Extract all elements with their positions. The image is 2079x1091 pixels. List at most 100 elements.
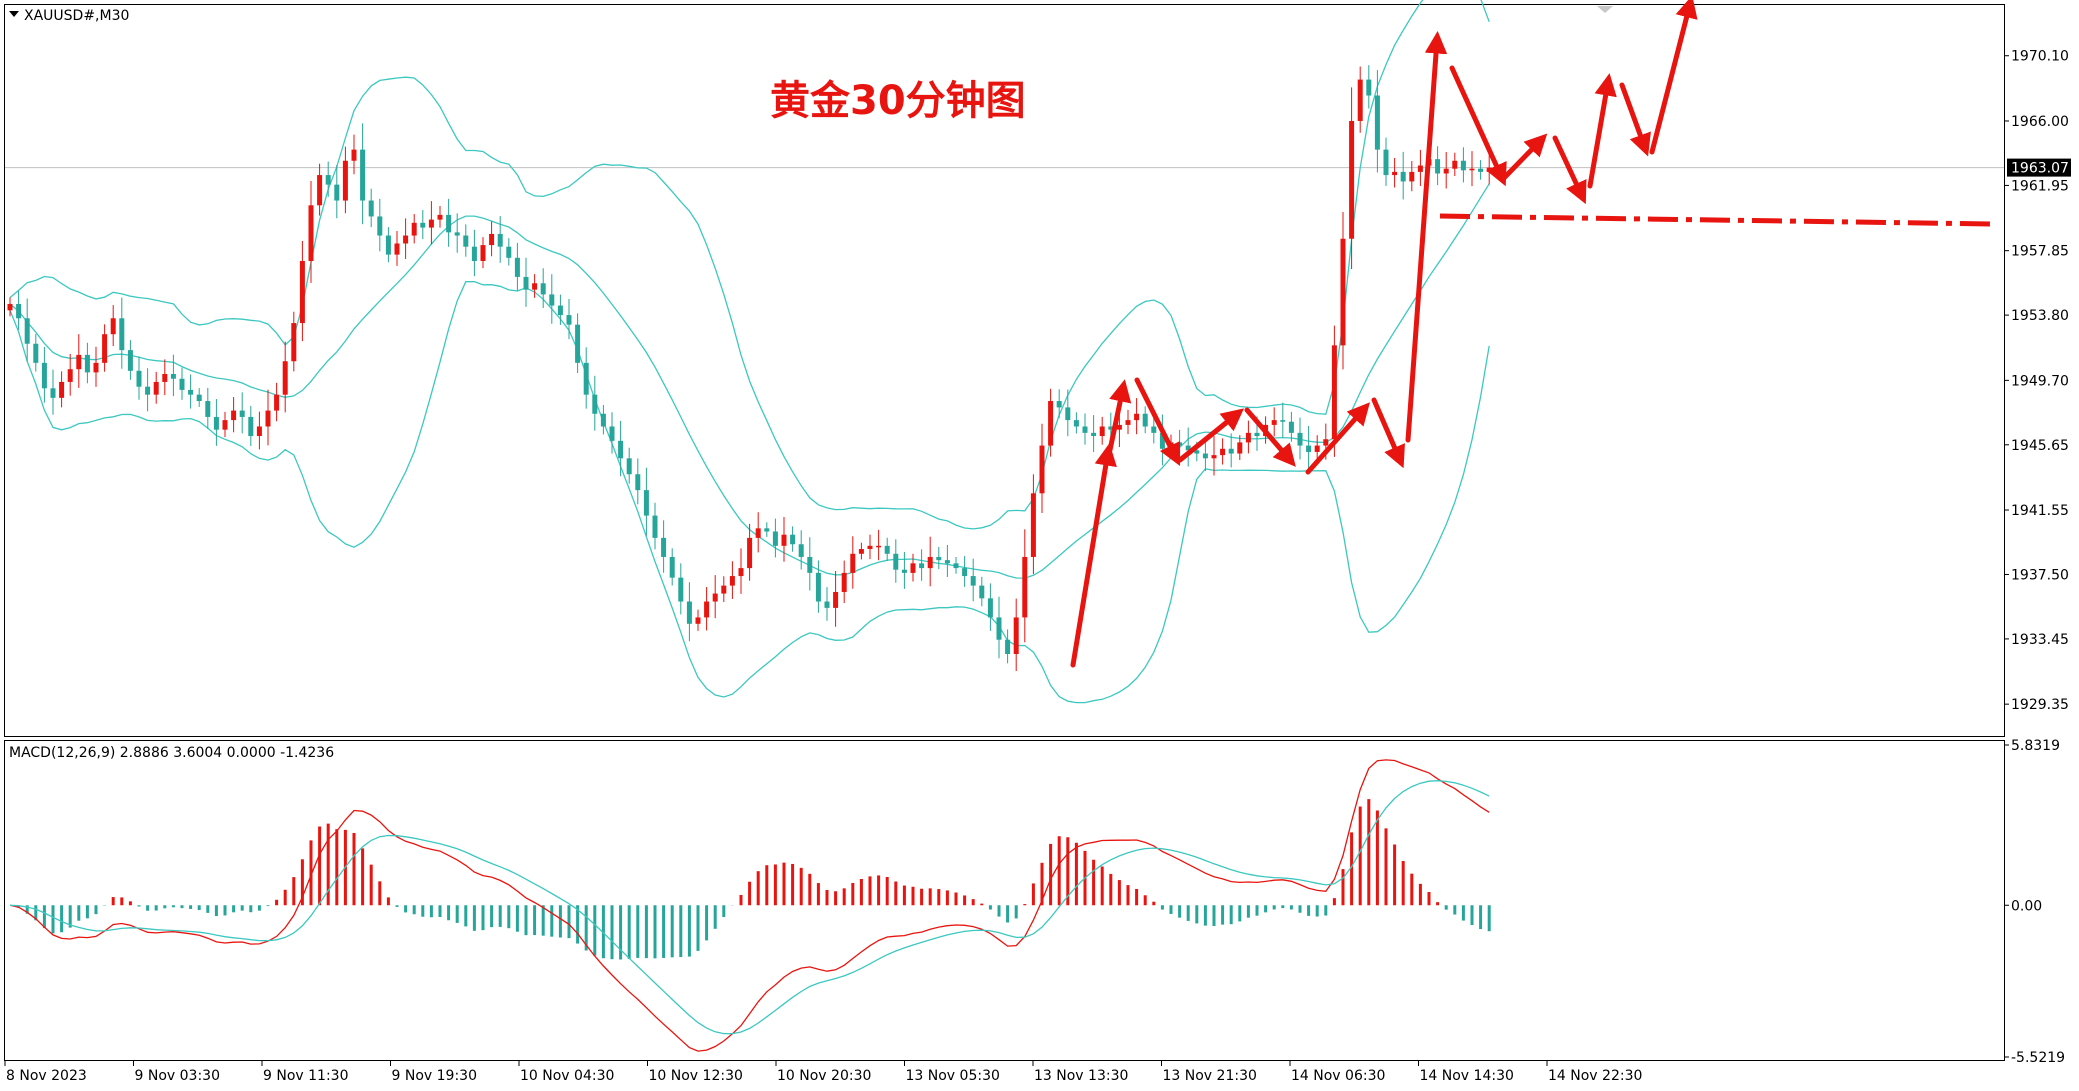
candle[interactable] (1349, 87, 1355, 270)
candle[interactable] (618, 420, 624, 477)
candle[interactable] (1314, 435, 1320, 462)
candle[interactable] (110, 305, 116, 347)
candle[interactable] (1005, 629, 1011, 664)
candle[interactable] (428, 201, 434, 245)
candle[interactable] (213, 399, 219, 446)
candle[interactable] (84, 342, 90, 384)
candle[interactable] (1357, 66, 1363, 133)
candle[interactable] (944, 544, 950, 577)
candle[interactable] (489, 221, 495, 257)
candle[interactable] (841, 560, 847, 604)
candle[interactable] (592, 375, 598, 431)
candle[interactable] (833, 570, 839, 627)
candle[interactable] (351, 134, 357, 175)
candle[interactable] (1151, 414, 1157, 444)
candle[interactable] (1202, 439, 1208, 471)
candle[interactable] (1400, 151, 1406, 200)
candle[interactable] (248, 405, 254, 446)
candle[interactable] (1056, 389, 1062, 418)
candle[interactable] (1013, 598, 1019, 672)
candle[interactable] (540, 268, 546, 308)
candle[interactable] (127, 340, 133, 380)
candle[interactable] (16, 291, 22, 330)
candle[interactable] (858, 542, 864, 560)
candle[interactable] (1383, 137, 1389, 186)
candle[interactable] (609, 412, 615, 454)
candle[interactable] (239, 392, 245, 434)
candle[interactable] (910, 553, 916, 582)
candle[interactable] (196, 388, 202, 407)
candle[interactable] (377, 198, 383, 252)
candle[interactable] (1030, 474, 1036, 575)
candle[interactable] (7, 297, 13, 317)
candle[interactable] (893, 539, 899, 583)
candle[interactable] (712, 575, 718, 619)
candle[interactable] (1435, 146, 1441, 186)
candles[interactable] (7, 65, 1492, 672)
candle[interactable] (738, 548, 744, 594)
candle[interactable] (1245, 420, 1251, 454)
candle[interactable] (1211, 436, 1217, 476)
candle[interactable] (334, 164, 340, 219)
candle[interactable] (265, 389, 271, 446)
candle[interactable] (850, 536, 856, 589)
candle[interactable] (583, 347, 589, 409)
candle[interactable] (962, 556, 968, 587)
candle[interactable] (1271, 407, 1277, 437)
candle[interactable] (41, 346, 47, 403)
candle[interactable] (50, 369, 56, 415)
candle[interactable] (471, 229, 477, 277)
candle[interactable] (1039, 423, 1045, 513)
candle[interactable] (1297, 417, 1303, 460)
candle[interactable] (24, 298, 30, 362)
candle[interactable] (549, 274, 555, 324)
candle[interactable] (179, 367, 185, 400)
candle[interactable] (437, 205, 443, 228)
candle[interactable] (1228, 433, 1234, 468)
candle[interactable] (454, 213, 460, 253)
candle[interactable] (1134, 398, 1140, 435)
candle[interactable] (996, 596, 1002, 659)
candle[interactable] (394, 231, 400, 266)
candle[interactable] (93, 346, 99, 387)
candle[interactable] (790, 526, 796, 552)
candle[interactable] (506, 238, 512, 266)
candle[interactable] (299, 240, 305, 342)
candle[interactable] (325, 161, 331, 197)
candle[interactable] (403, 218, 409, 259)
candle[interactable] (1065, 389, 1071, 437)
candle[interactable] (643, 467, 649, 536)
candle[interactable] (308, 180, 314, 283)
candle[interactable] (1073, 412, 1079, 434)
candle[interactable] (1374, 70, 1380, 173)
candle[interactable] (420, 210, 426, 240)
candle[interactable] (463, 224, 469, 257)
candle[interactable] (231, 397, 237, 433)
candle[interactable] (1099, 416, 1105, 445)
candle[interactable] (1417, 149, 1423, 186)
candle[interactable] (566, 298, 572, 340)
candle[interactable] (987, 583, 993, 631)
candle[interactable] (145, 368, 151, 412)
candle[interactable] (652, 502, 658, 550)
candle[interactable] (678, 563, 684, 615)
candle[interactable] (67, 353, 73, 396)
candle[interactable] (385, 227, 391, 263)
candle[interactable] (704, 587, 710, 631)
candle[interactable] (1366, 65, 1372, 109)
candle[interactable] (1185, 427, 1191, 467)
candle[interactable] (1409, 160, 1415, 192)
candle[interactable] (514, 242, 520, 291)
candle[interactable] (170, 354, 176, 397)
candle[interactable] (1288, 411, 1294, 442)
candle[interactable] (936, 547, 942, 570)
candle[interactable] (1091, 415, 1097, 453)
candle[interactable] (222, 411, 228, 438)
candle[interactable] (600, 404, 606, 435)
candle[interactable] (1469, 151, 1475, 187)
candle[interactable] (497, 216, 503, 263)
candle[interactable] (764, 522, 770, 537)
candle[interactable] (162, 359, 168, 396)
candle[interactable] (1331, 325, 1337, 457)
candle[interactable] (274, 382, 280, 422)
